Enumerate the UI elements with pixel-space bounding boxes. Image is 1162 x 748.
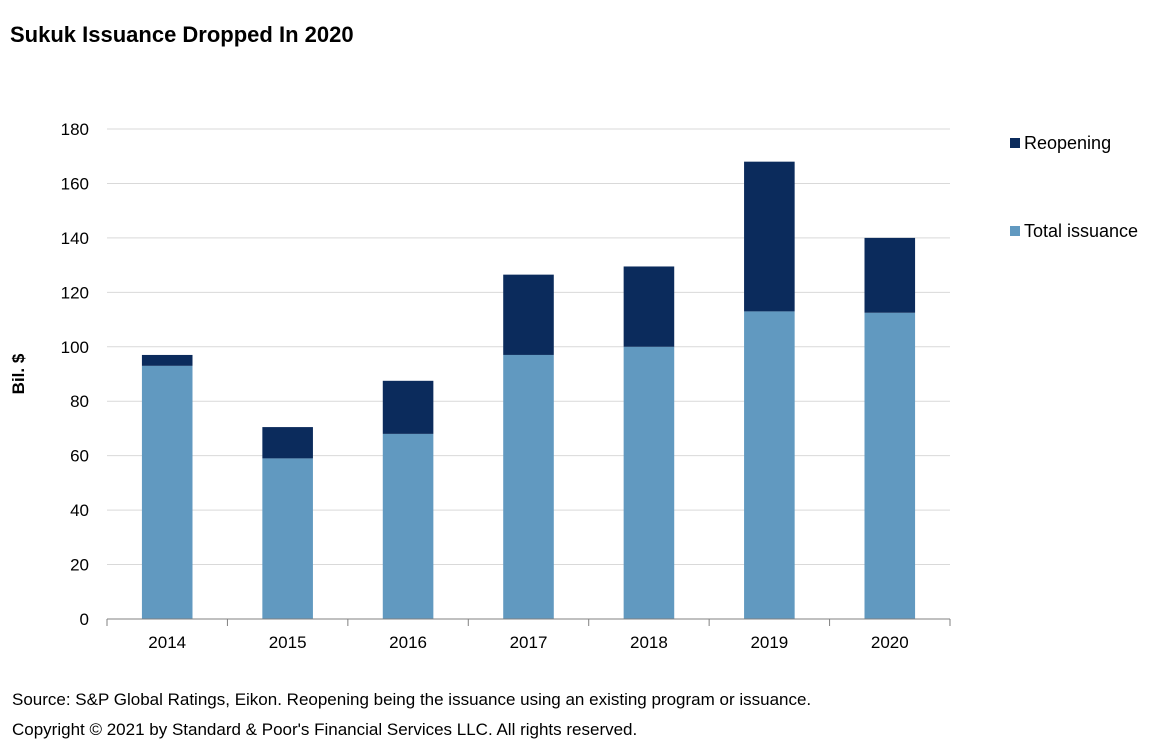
bar-total-issuance-2014 [141,365,193,619]
x-tick-label: 2015 [269,633,307,652]
y-tick-label: 100 [61,338,89,357]
bar-total-issuance-2016 [382,433,434,619]
x-tick-label: 2020 [871,633,909,652]
y-tick-label: 160 [61,174,89,193]
bar-reopening-2014 [141,354,193,366]
y-tick-label: 20 [70,556,89,575]
legend-swatch [1010,138,1020,148]
bar-reopening-2016 [382,380,434,434]
x-tick-label: 2016 [389,633,427,652]
bar-reopening-2017 [503,274,554,355]
y-tick-label: 180 [61,120,89,139]
bar-total-issuance-2020 [864,312,916,619]
stacked-bar-chart: 0 20 40 60 80 100 120 140 160 180 Bil. $ 2014 2015 20… [9,120,1138,652]
legend-label: Reopening [1024,133,1111,153]
y-tick-label: 140 [61,229,89,248]
legend-label: Total issuance [1024,221,1138,241]
chart-title: Sukuk Issuance Dropped In 2020 [10,22,354,47]
bar-reopening-2018 [623,266,675,347]
y-axis-label: Bil. $ [9,353,28,394]
legend-swatch [1010,226,1020,236]
x-tick-label: 2017 [510,633,548,652]
bar-total-issuance-2018 [623,346,675,619]
y-tick-label: 0 [80,610,89,629]
x-tick-label: 2018 [630,633,668,652]
x-tick-label: 2014 [148,633,186,652]
x-tick-label: 2019 [750,633,788,652]
y-tick-label: 80 [70,392,89,411]
bar-reopening-2015 [262,427,313,459]
source-note: Source: S&P Global Ratings, Eikon. Reope… [12,690,812,709]
bar-total-issuance-2015 [262,458,313,619]
copyright-note: Copyright © 2021 by Standard & Poor's Fi… [12,720,638,739]
bar-reopening-2020 [864,237,916,313]
bar-total-issuance-2019 [744,311,795,619]
bar-total-issuance-2017 [503,354,554,619]
y-tick-label: 40 [70,501,89,520]
y-tick-label: 60 [70,447,89,466]
bar-reopening-2019 [744,161,795,312]
y-tick-label: 120 [61,283,89,302]
